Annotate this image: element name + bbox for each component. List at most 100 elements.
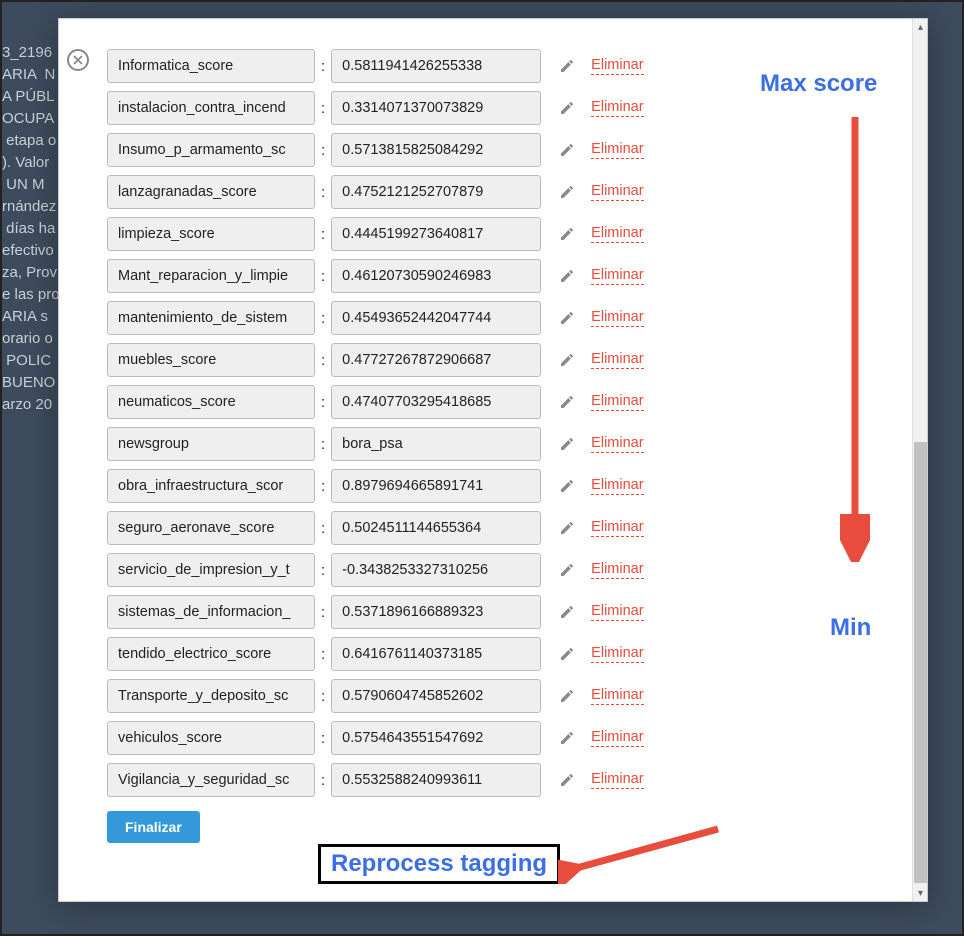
close-icon xyxy=(73,55,83,65)
metadata-value-input[interactable] xyxy=(331,553,541,587)
metadata-key-input[interactable] xyxy=(107,637,315,671)
eliminar-link[interactable]: Eliminar xyxy=(591,561,643,579)
eliminar-link[interactable]: Eliminar xyxy=(591,477,643,495)
edit-icon[interactable] xyxy=(557,434,577,454)
eliminar-link[interactable]: Eliminar xyxy=(591,603,643,621)
metadata-row: : Eliminar xyxy=(107,553,891,587)
eliminar-link[interactable]: Eliminar xyxy=(591,225,643,243)
metadata-row: :Eliminar xyxy=(107,679,891,713)
edit-icon[interactable] xyxy=(557,476,577,496)
colon-separator: : xyxy=(315,478,331,495)
metadata-row: : Eliminar xyxy=(107,301,891,335)
scroll-down-arrow[interactable]: ▾ xyxy=(913,885,928,901)
edit-icon[interactable] xyxy=(557,224,577,244)
metadata-value-input[interactable] xyxy=(331,133,541,167)
edit-icon[interactable] xyxy=(557,560,577,580)
edit-icon[interactable] xyxy=(557,266,577,286)
metadata-key-input[interactable] xyxy=(107,721,315,755)
metadata-value-input[interactable] xyxy=(331,175,541,209)
eliminar-link[interactable]: Eliminar xyxy=(591,309,643,327)
edit-icon[interactable] xyxy=(557,728,577,748)
metadata-rows: : Eliminar: Eliminar: Eliminar: Eliminar: Eli… xyxy=(107,49,891,797)
metadata-value-input[interactable] xyxy=(331,427,541,461)
eliminar-link[interactable]: Eliminar xyxy=(591,57,643,75)
colon-separator: : xyxy=(315,772,331,789)
eliminar-link[interactable]: Eliminar xyxy=(591,393,643,411)
edit-icon[interactable] xyxy=(557,308,577,328)
eliminar-link[interactable]: Eliminar xyxy=(591,351,643,369)
metadata-key-input[interactable] xyxy=(107,91,315,125)
metadata-row: : Eliminar xyxy=(107,385,891,419)
edit-icon[interactable] xyxy=(557,98,577,118)
metadata-value-input[interactable] xyxy=(331,91,541,125)
metadata-value-input[interactable] xyxy=(331,385,541,419)
colon-separator: : xyxy=(315,394,331,411)
colon-separator: : xyxy=(315,646,331,663)
edit-icon[interactable] xyxy=(557,644,577,664)
colon-separator: : xyxy=(315,436,331,453)
metadata-key-input[interactable] xyxy=(107,49,315,83)
edit-icon[interactable] xyxy=(557,602,577,622)
metadata-value-input[interactable] xyxy=(331,679,541,713)
metadata-key-input[interactable] xyxy=(107,385,315,419)
scroll-up-arrow[interactable]: ▴ xyxy=(913,19,928,35)
edit-icon[interactable] xyxy=(557,686,577,706)
metadata-row: :Eliminar xyxy=(107,175,891,209)
eliminar-link[interactable]: Eliminar xyxy=(591,141,643,159)
colon-separator: : xyxy=(315,226,331,243)
metadata-key-input[interactable] xyxy=(107,763,315,797)
metadata-value-input[interactable] xyxy=(331,721,541,755)
edit-icon[interactable] xyxy=(557,56,577,76)
colon-separator: : xyxy=(315,562,331,579)
edit-icon[interactable] xyxy=(557,182,577,202)
scroll-thumb[interactable] xyxy=(914,442,927,883)
eliminar-link[interactable]: Eliminar xyxy=(591,183,643,201)
edit-icon[interactable] xyxy=(557,350,577,370)
colon-separator: : xyxy=(315,310,331,327)
annotation-vertical-arrow xyxy=(840,112,870,562)
metadata-key-input[interactable] xyxy=(107,301,315,335)
metadata-key-input[interactable] xyxy=(107,595,315,629)
edit-icon[interactable] xyxy=(557,770,577,790)
edit-icon[interactable] xyxy=(557,518,577,538)
metadata-value-input[interactable] xyxy=(331,469,541,503)
eliminar-link[interactable]: Eliminar xyxy=(591,729,643,747)
eliminar-link[interactable]: Eliminar xyxy=(591,435,643,453)
eliminar-link[interactable]: Eliminar xyxy=(591,99,643,117)
eliminar-link[interactable]: Eliminar xyxy=(591,267,643,285)
finalizar-button[interactable]: Finalizar xyxy=(107,811,200,843)
scrollbar[interactable]: ▴ ▾ xyxy=(912,19,927,901)
metadata-key-input[interactable] xyxy=(107,175,315,209)
metadata-value-input[interactable] xyxy=(331,343,541,377)
metadata-key-input[interactable] xyxy=(107,259,315,293)
metadata-value-input[interactable] xyxy=(331,217,541,251)
metadata-key-input[interactable] xyxy=(107,427,315,461)
metadata-value-input[interactable] xyxy=(331,637,541,671)
colon-separator: : xyxy=(315,520,331,537)
background-document-text: 3_2196 ARIA N A PÚBL OCUPA etapa o ). Va… xyxy=(2,42,62,416)
eliminar-link[interactable]: Eliminar xyxy=(591,771,643,789)
metadata-key-input[interactable] xyxy=(107,679,315,713)
metadata-value-input[interactable] xyxy=(331,511,541,545)
metadata-value-input[interactable] xyxy=(331,49,541,83)
metadata-value-input[interactable] xyxy=(331,763,541,797)
metadata-value-input[interactable] xyxy=(331,595,541,629)
edit-icon[interactable] xyxy=(557,392,577,412)
metadata-row: :Eliminar xyxy=(107,343,891,377)
eliminar-link[interactable]: Eliminar xyxy=(591,519,643,537)
edit-icon[interactable] xyxy=(557,140,577,160)
metadata-key-input[interactable] xyxy=(107,553,315,587)
metadata-key-input[interactable] xyxy=(107,133,315,167)
annotation-diagonal-arrow xyxy=(558,824,728,884)
eliminar-link[interactable]: Eliminar xyxy=(591,645,643,663)
metadata-row: :Eliminar xyxy=(107,721,891,755)
metadata-key-input[interactable] xyxy=(107,217,315,251)
metadata-key-input[interactable] xyxy=(107,469,315,503)
metadata-value-input[interactable] xyxy=(331,259,541,293)
eliminar-link[interactable]: Eliminar xyxy=(591,687,643,705)
metadata-key-input[interactable] xyxy=(107,511,315,545)
metadata-value-input[interactable] xyxy=(331,301,541,335)
metadata-row: : Eliminar xyxy=(107,511,891,545)
metadata-key-input[interactable] xyxy=(107,343,315,377)
close-button[interactable] xyxy=(67,49,89,71)
